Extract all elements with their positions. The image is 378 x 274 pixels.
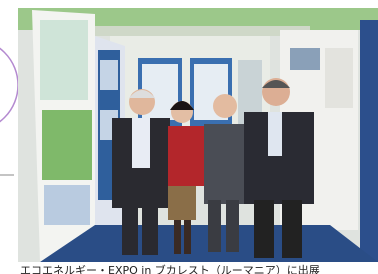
- page: エコエネルギー・EXPO in ブカレスト（ルーマニア）に出展 (() => {…: [0, 0, 378, 274]
- screenshot: エコエネルギー・EXPO in ブカレスト（ルーマニア）に出展: [0, 0, 378, 274]
- photo: [18, 8, 378, 262]
- decorative-arc: [0, 39, 18, 131]
- caption: エコエネルギー・EXPO in ブカレスト（ルーマニア）に出展: [20, 263, 320, 274]
